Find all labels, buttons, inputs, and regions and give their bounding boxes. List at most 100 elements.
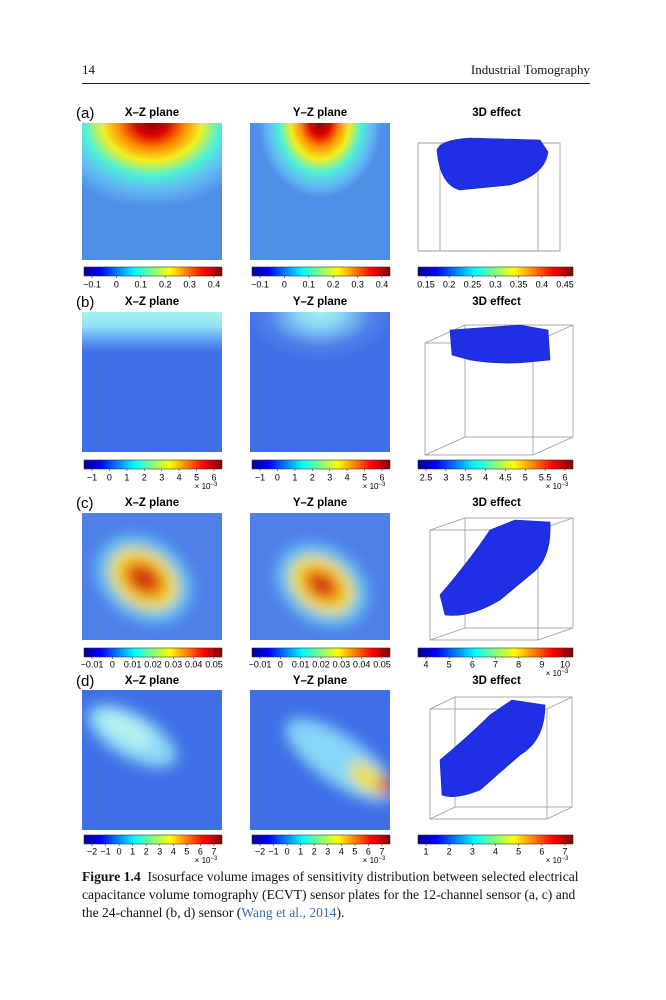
heatmap [82, 312, 222, 452]
box-edge [546, 806, 573, 820]
caption-end: ). [336, 905, 345, 920]
multiplier-base: × 10 [195, 482, 211, 491]
heatmap-level [99, 711, 153, 749]
colorbar-tick-label: 0.35 [510, 279, 528, 289]
colorbar-tick-label: 0 [282, 279, 287, 289]
box-edge [429, 627, 466, 641]
colorbar-tick-label: 6 [198, 846, 203, 856]
colorbar-tick-label: 0.2 [327, 279, 340, 289]
box-edge [429, 806, 456, 820]
colorbar-tick-label: 5 [523, 472, 528, 482]
colorbar-tick-label: 0.25 [464, 279, 482, 289]
colorbar-tick-label: 0.04 [185, 659, 203, 669]
box-edge [429, 517, 466, 531]
colorbar-tick-label: −1 [268, 846, 278, 856]
colorbar-tick-label: 0.03 [165, 659, 183, 669]
colorbar-tick-label: 4 [171, 846, 176, 856]
colorbar-tick-label: 0 [285, 846, 290, 856]
colorbar-tick-label: −2 [87, 846, 97, 856]
view-title: 3D effect [472, 107, 521, 119]
colorbar [417, 266, 574, 277]
colorbar-tick-label: −1 [255, 472, 265, 482]
citation-link[interactable]: Wang et al., 2014 [241, 905, 337, 920]
multiplier-exponent: −3 [378, 482, 386, 488]
box-edge [424, 436, 466, 456]
colorbar [251, 647, 391, 658]
colorbar-tick-label: 1 [298, 846, 303, 856]
view-3d [429, 696, 573, 820]
colorbar-tick-label: 10 [560, 659, 570, 669]
running-title: Industrial Tomography [470, 62, 590, 77]
multiplier-exponent: −3 [561, 669, 569, 675]
colorbar-tick-label: 0.2 [159, 279, 172, 289]
colorbar-tick-label: −0.01 [249, 659, 272, 669]
isosurface [436, 137, 549, 191]
heatmap-blob [87, 704, 177, 768]
colorbar-tick-label: 1 [423, 846, 428, 856]
view-title: 3D effect [472, 296, 521, 308]
colorbar-tick-label: 0.4 [536, 279, 549, 289]
heatmap-fill [82, 123, 222, 260]
box-edge [532, 436, 574, 456]
colorbar-tick-label: 0.05 [373, 659, 391, 669]
colorbar-tick-label: 4 [345, 472, 350, 482]
colorbar-tick-label: 5.5 [539, 472, 552, 482]
colorbar-tick-label: 2.5 [420, 472, 433, 482]
view-title: X–Z plane [125, 107, 179, 119]
colorbar [417, 647, 574, 658]
colorbar-multiplier: × 10−3 [546, 856, 569, 866]
colorbar [251, 266, 391, 277]
colorbar [251, 459, 391, 470]
view-title: Y–Z plane [293, 107, 347, 119]
box-edge [546, 696, 573, 710]
colorbar-tick-label: 0.02 [312, 659, 330, 669]
heatmap-blob [285, 718, 390, 802]
colorbar-tick-label: 4 [423, 659, 428, 669]
view-3d [429, 517, 574, 641]
heatmap [250, 312, 390, 452]
colorbar-tick-label: 6 [562, 472, 567, 482]
colorbar-tick-label: 0.3 [351, 279, 364, 289]
caption-text: Isosurface volume images of sensitivity … [82, 869, 579, 920]
panel-label: (b) [76, 294, 94, 311]
view-title: X–Z plane [125, 497, 179, 509]
colorbar-tick-label: 0.1 [303, 279, 316, 289]
colorbar-tick-label: 4 [483, 472, 488, 482]
colorbar-tick-label: 4 [177, 472, 182, 482]
colorbar-tick-label: 2 [310, 472, 315, 482]
colorbar-tick-label: 0.04 [353, 659, 371, 669]
colorbar-tick-label: 7 [493, 659, 498, 669]
heatmap-fill [250, 312, 390, 452]
heatmap-fill [82, 312, 222, 452]
colorbar-tick-label: 0.4 [376, 279, 389, 289]
colorbar-tick-label: 0.01 [124, 659, 142, 669]
panel-label: (d) [76, 673, 94, 690]
colorbar-tick-label: −1 [87, 472, 97, 482]
multiplier-exponent: −3 [210, 482, 218, 488]
view-title: Y–Z plane [293, 675, 347, 687]
colorbar-multiplier: × 10−3 [195, 482, 218, 492]
colorbar-tick-label: 3 [470, 846, 475, 856]
heatmap [82, 690, 222, 830]
isosurface [449, 324, 551, 364]
view-title: X–Z plane [125, 296, 179, 308]
heatmap-level [376, 777, 390, 795]
colorbar-tick-label: 6 [470, 659, 475, 669]
colorbar-tick-label: 3 [325, 846, 330, 856]
multiplier-base: × 10 [546, 669, 562, 678]
colorbar-tick-label: 4.5 [499, 472, 512, 482]
multiplier-base: × 10 [546, 856, 562, 865]
view-title: 3D effect [472, 675, 521, 687]
colorbar-tick-label: 0 [110, 659, 115, 669]
heatmap [82, 123, 222, 260]
colorbar-multiplier: × 10−3 [546, 669, 569, 679]
multiplier-exponent: −3 [210, 856, 218, 862]
caption-label: Figure 1.4 [82, 869, 141, 884]
colorbar-multiplier: × 10−3 [363, 856, 386, 866]
colorbar-tick-label: 2 [312, 846, 317, 856]
colorbar-tick-label: 0.03 [333, 659, 351, 669]
colorbar-tick-label: 2 [447, 846, 452, 856]
colorbar-tick-label: 3 [157, 846, 162, 856]
colorbar [417, 834, 574, 845]
colorbar-multiplier: × 10−3 [195, 856, 218, 866]
